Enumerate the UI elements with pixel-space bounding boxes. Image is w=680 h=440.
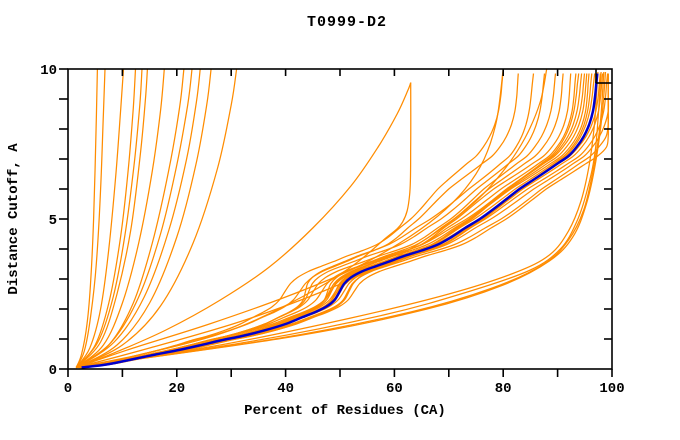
x-tick-label: 60 [386,381,403,397]
model-curve [75,69,201,369]
model-curve [76,69,504,369]
model-curve [75,69,212,369]
model-curve [76,71,599,369]
x-tick-label: 100 [599,381,624,397]
y-tick-label: 0 [49,363,57,379]
model-curve [82,73,609,369]
model-curves [75,69,610,369]
x-tick-label: 20 [168,381,185,397]
model-curve [75,69,149,368]
model-curve [75,69,238,369]
model-curve [81,73,586,369]
y-axis-label: Distance Cutoff, A [6,143,22,295]
axes-frame [59,68,613,377]
x-axis-label: Percent of Residues (CA) [244,403,446,419]
model-curve [80,73,557,369]
model-curve [76,71,607,369]
model-curve [80,73,535,369]
model-curve [81,73,588,369]
model-curve [75,69,165,368]
model-curve [75,82,412,369]
x-tick-label: 40 [277,381,294,397]
y-tick-label: 5 [49,213,57,229]
model-curve [75,69,193,369]
consensus-curve-path [81,73,599,369]
model-curve [76,82,412,369]
chart-title: T0999-D2 [307,14,387,31]
model-curve [79,73,519,369]
model-curve [81,73,583,369]
y-tick-label: 10 [40,63,57,79]
model-curve [75,69,137,368]
tick-labels: 0 20 40 60 80 100 0 5 10 [40,63,624,397]
model-curve [80,73,564,369]
model-curve [75,69,99,368]
model-curve [81,73,596,369]
consensus-curve [81,73,599,369]
model-curve [75,69,106,368]
model-curve [80,73,590,369]
model-curve [75,69,143,368]
model-curve [76,71,602,369]
x-tick-label: 80 [495,381,512,397]
x-tick-label: 0 [64,381,72,397]
model-curve [76,71,605,369]
model-curve [75,69,125,368]
model-curve [80,73,546,369]
